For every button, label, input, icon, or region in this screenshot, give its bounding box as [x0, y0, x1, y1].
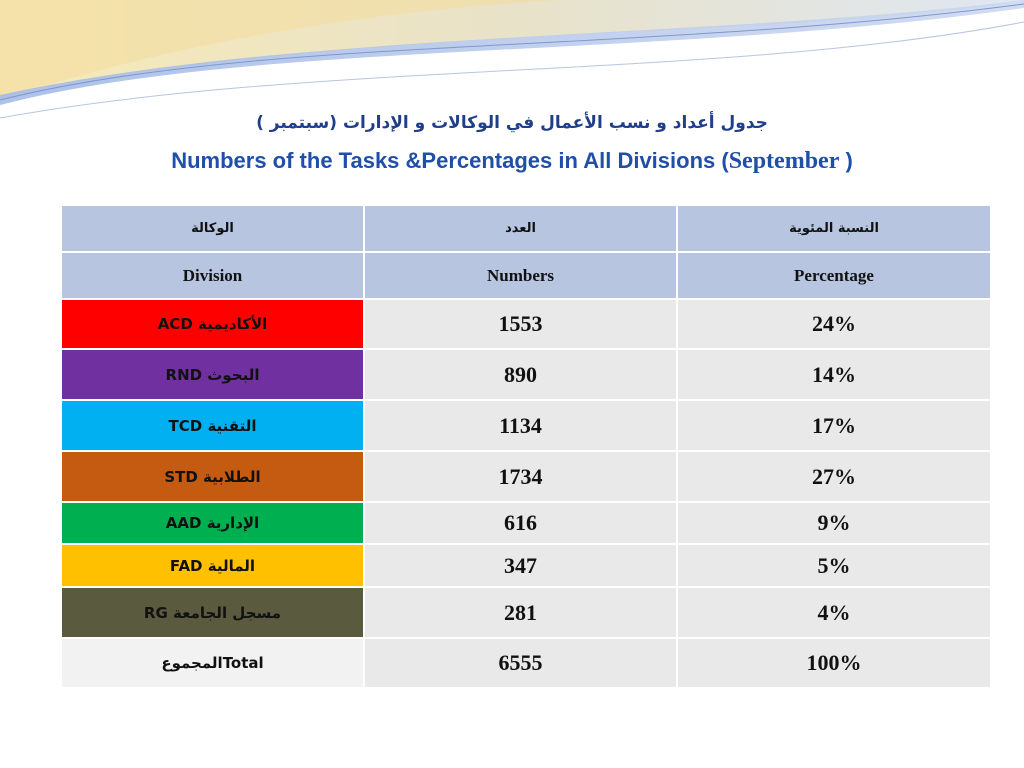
percent-cell: 5%: [676, 543, 992, 588]
header-row-arabic: الوكالة العدد النسبة المئوية: [60, 204, 992, 253]
table-row-rg: RG مسجل الجامعة 281 4%: [60, 586, 992, 639]
header-division-en: Division: [60, 251, 365, 300]
table-row-rnd: RND البحوث 890 14%: [60, 348, 992, 401]
percent-cell: 14%: [676, 348, 992, 401]
division-cell: FAD المالية: [60, 543, 365, 588]
header-numbers-ar: العدد: [363, 204, 678, 253]
number-cell: 347: [363, 543, 678, 588]
percent-cell: 17%: [676, 399, 992, 452]
header-percentage-ar: النسبة المئوية: [676, 204, 992, 253]
percent-cell: 27%: [676, 450, 992, 503]
division-cell: المجموعTotal: [60, 637, 365, 689]
header-percentage-en: Percentage: [676, 251, 992, 300]
title-arabic: جدول أعداد و نسب الأعمال في الوكالات و ا…: [256, 113, 768, 133]
title-english-main: Numbers of the Tasks &Percentages in All…: [171, 148, 729, 173]
header-wave-decoration: [0, 0, 1024, 119]
division-cell: RND البحوث: [60, 348, 365, 401]
table-row-aad: AAD الإدارية 616 9%: [60, 501, 992, 545]
header-numbers-en: Numbers: [363, 251, 678, 300]
number-cell: 6555: [363, 637, 678, 689]
number-cell: 1734: [363, 450, 678, 503]
percent-cell: 9%: [676, 501, 992, 545]
header-row-english: Division Numbers Percentage: [60, 251, 992, 300]
title-english: Numbers of the Tasks &Percentages in All…: [0, 148, 1024, 175]
number-cell: 281: [363, 586, 678, 639]
number-cell: 616: [363, 501, 678, 545]
division-cell: ACD الأكاديمية: [60, 298, 365, 350]
division-cell: TCD التقنية: [60, 399, 365, 452]
title-english-month: September: [728, 148, 840, 174]
percent-cell: 24%: [676, 298, 992, 350]
title-english-close: ): [839, 148, 853, 173]
percent-cell: 100%: [676, 637, 992, 689]
table-row-total: المجموعTotal 6555 100%: [60, 637, 992, 689]
table-row-acd: ACD الأكاديمية 1553 24%: [60, 298, 992, 350]
number-cell: 890: [363, 348, 678, 401]
header-division-ar: الوكالة: [60, 204, 365, 253]
number-cell: 1553: [363, 298, 678, 350]
number-cell: 1134: [363, 399, 678, 452]
percent-cell: 4%: [676, 586, 992, 639]
tasks-table: الوكالة العدد النسبة المئوية Division Nu…: [60, 204, 992, 689]
table-row-std: STD الطلابية 1734 27%: [60, 450, 992, 503]
division-cell: RG مسجل الجامعة: [60, 586, 365, 639]
division-cell: STD الطلابية: [60, 450, 365, 503]
table-row-fad: FAD المالية 347 5%: [60, 543, 992, 588]
table-row-tcd: TCD التقنية 1134 17%: [60, 399, 992, 452]
division-cell: AAD الإدارية: [60, 501, 365, 545]
